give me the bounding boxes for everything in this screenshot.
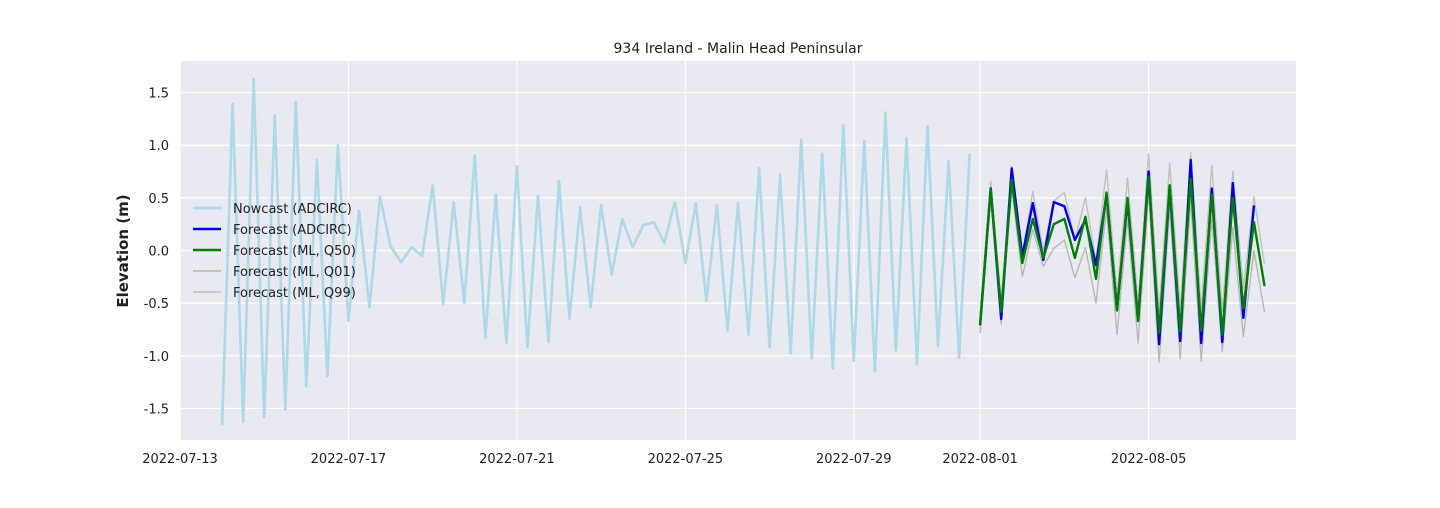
y-tick-label: -1.0 <box>144 350 169 365</box>
legend-label: Forecast (ML, Q01) <box>233 265 356 280</box>
x-tick-label: 2022-08-01 <box>942 452 1018 467</box>
x-tick-label: 2022-08-05 <box>1111 452 1187 467</box>
tick-layer: 2022-07-13 2022-07-17 2022-07-21 2022-07-25… <box>142 87 1186 467</box>
series-line-forecast-ml-q01 <box>979 186 1266 363</box>
y-tick-label: 1.0 <box>148 139 169 154</box>
y-axis-label: Elevation (m) <box>114 194 132 307</box>
series-line-nowcast-adcirc <box>220 77 971 426</box>
x-tick-label: 2022-07-21 <box>479 452 555 467</box>
y-tick-label: 1.5 <box>148 87 169 102</box>
y-tick-label: 0.0 <box>148 245 169 260</box>
y-tick-label: 0.5 <box>148 192 169 207</box>
legend-label: Forecast (ML, Q50) <box>233 244 356 259</box>
y-tick-label: -0.5 <box>144 297 169 312</box>
x-tick-label: 2022-07-17 <box>311 452 387 467</box>
grid-layer <box>179 61 1296 440</box>
legend-label: Forecast (ADCIRC) <box>233 223 352 238</box>
series-layer <box>220 77 1266 426</box>
x-tick-label: 2022-07-29 <box>816 452 892 467</box>
y-tick-label: -1.5 <box>144 402 169 417</box>
legend-label: Nowcast (ADCIRC) <box>233 202 352 217</box>
chart-title: 934 Ireland - Malin Head Peninsular <box>614 41 863 57</box>
legend-label: Forecast (ML, Q99) <box>233 286 356 301</box>
x-tick-label: 2022-07-13 <box>142 452 218 467</box>
x-tick-label: 2022-07-25 <box>648 452 724 467</box>
legend: Nowcast (ADCIRC) Forecast (ADCIRC) Forecas… <box>193 202 356 301</box>
series-line-forecast-ml-q50 <box>979 175 1266 336</box>
